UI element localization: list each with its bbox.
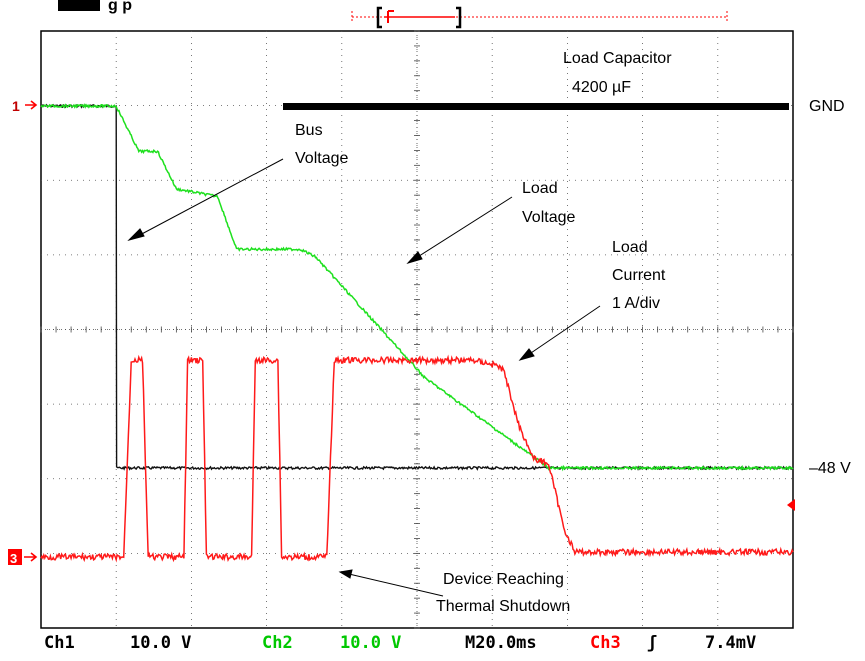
- header-box: [58, 0, 100, 11]
- readout-bar: Ch1 10.0 V Ch2 10.0 V M20.0ms Ch3 ʃ 7.4m…: [44, 633, 756, 653]
- load-current-arrowhead: [518, 348, 535, 361]
- header-text: g p: [108, 0, 132, 14]
- readout-ch2-label: Ch2: [262, 633, 293, 653]
- readout-ch2-scale: 10.0 V: [340, 633, 401, 653]
- ch1-marker-label: 1: [12, 98, 20, 114]
- annotation-bus-1: Bus: [295, 122, 323, 139]
- annotation-gnd: GND: [809, 98, 845, 115]
- gnd-bar: [283, 103, 789, 110]
- bus-voltage-arrowhead: [127, 228, 145, 241]
- annotation-load-voltage-1: Load: [522, 180, 558, 197]
- annotation-load-current-2: Current: [612, 267, 666, 284]
- readout-trigger-level: 7.4mV: [705, 633, 756, 653]
- ch3-marker-label: 3: [10, 551, 17, 566]
- readout-timebase: M20.0ms: [465, 633, 537, 653]
- annotation-load-current-1: Load: [612, 239, 648, 256]
- annotation-thermal-2: Thermal Shutdown: [436, 598, 570, 615]
- series-ch3-trace: [40, 354, 794, 563]
- annotation-load-current-3: 1 A/div: [612, 295, 660, 312]
- ch1-marker: 1: [12, 98, 38, 114]
- readout-ch1-label: Ch1: [44, 633, 75, 653]
- annotation-load-capacitor-2: 4200 µF: [572, 79, 631, 96]
- ch3-marker: 3: [8, 549, 38, 566]
- bus-voltage-arrow: [137, 158, 284, 237]
- annotation-neg48: –48 V: [809, 460, 851, 477]
- load-current-arrow: [527, 305, 601, 356]
- trigger-level-arrow: [787, 499, 795, 511]
- graticule: [40, 30, 794, 629]
- annotation-thermal-1: Device Reaching: [443, 571, 564, 588]
- annotation-bus-2: Voltage: [295, 150, 348, 167]
- readout-ch1-scale: 10.0 V: [130, 633, 191, 653]
- annotation-load-voltage-2: Voltage: [522, 209, 575, 226]
- readout-trigger-symbol: ʃ: [647, 633, 657, 653]
- trigger-bracket: [351, 6, 728, 29]
- series-ch2-trace: [40, 103, 794, 472]
- load-voltage-arrow: [415, 196, 513, 259]
- annotation-load-capacitor-1: Load Capacitor: [563, 50, 672, 67]
- readout-ch3-label: Ch3: [590, 633, 621, 653]
- thermal-arrow: [348, 573, 444, 597]
- load-voltage-arrowhead: [406, 251, 423, 264]
- thermal-arrowhead: [338, 569, 353, 579]
